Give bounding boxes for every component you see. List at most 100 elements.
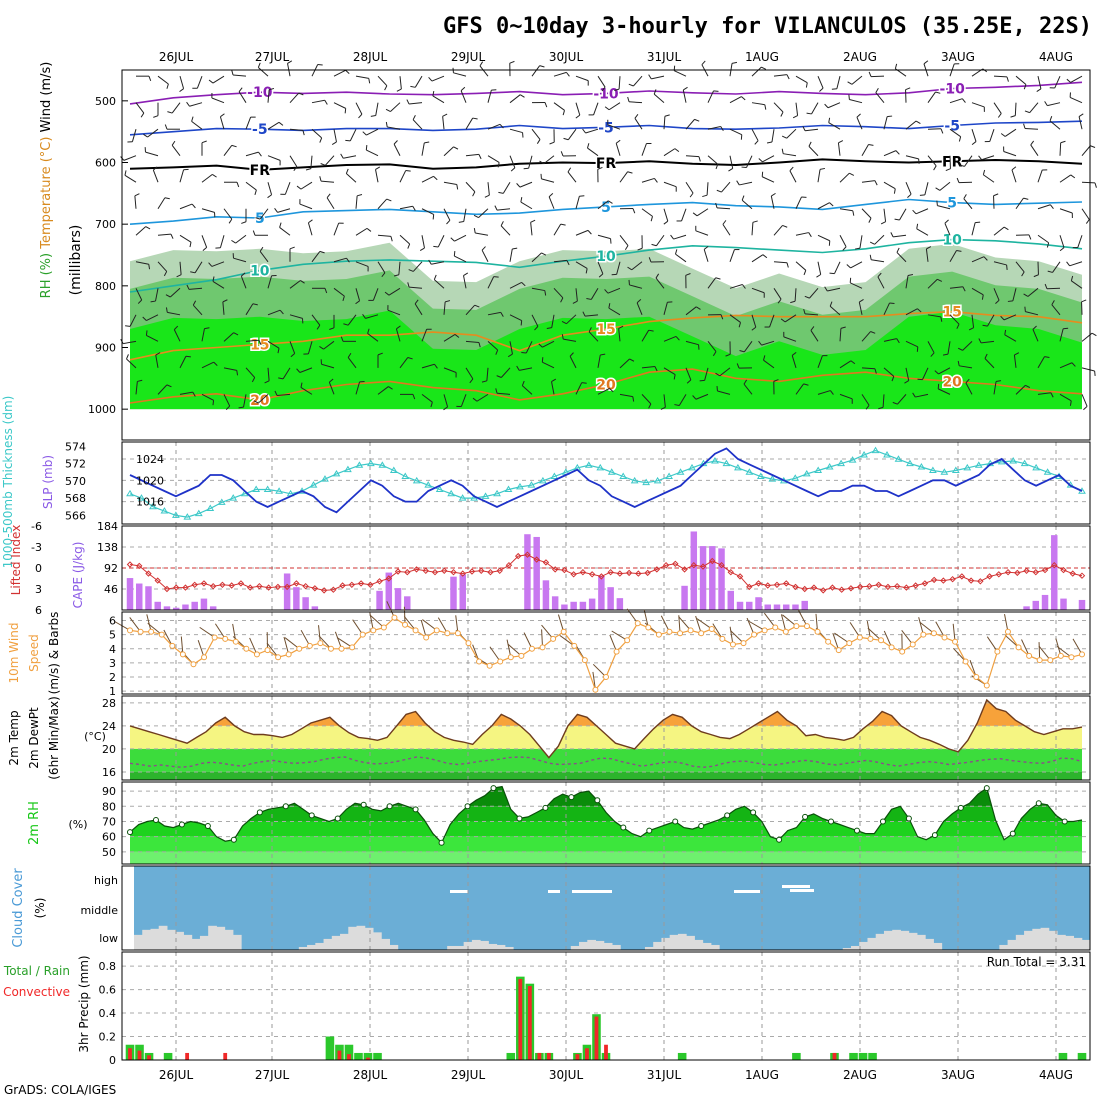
li-point [690,561,698,569]
wind-barb [882,394,885,408]
wind-barb [519,367,533,371]
wind-barb [509,281,522,289]
wind-barb [506,639,512,658]
wind-barb-flag [412,394,416,400]
wind-barb [924,182,929,195]
wind-point [592,686,599,693]
wind-barb [575,196,580,209]
wind-point [127,627,133,634]
wind-barb-flag [792,115,798,119]
precip-conv-bar [527,986,532,1060]
wind-barb [743,383,753,395]
axis-label-part: (%) [33,898,47,919]
wind-barb-flag [935,91,941,94]
wind-barb-flag [940,128,944,134]
wind-barb-flag [673,374,676,380]
wind-barb-flag [777,298,782,304]
wind-barb [938,388,951,395]
wind-barb [289,341,296,354]
wind-barb [949,128,961,138]
wind-barb-flag [575,114,581,119]
wind-point [909,641,916,648]
wind-barb-flag [806,112,812,115]
wind-barb-flag [220,113,225,118]
wind-barb-flag [386,198,392,202]
li-point [783,580,790,587]
wind-point [719,635,726,642]
wind-barb [399,357,409,369]
wind-barb [559,634,575,647]
wind-barb [355,381,361,395]
wind-point [486,662,493,669]
wind-point [1004,628,1011,635]
wind-barb [655,234,665,247]
thickness-point [837,459,846,467]
wind-barb-flag [961,98,966,103]
wind-barb [721,181,731,193]
wind-barb-flag [588,327,592,333]
wind-barb [399,234,410,245]
wind-barb [170,287,181,298]
wind-barb-flag [170,233,174,239]
cape-bar [163,606,171,610]
isotherm-label: FR [250,163,271,179]
wind-barb [877,276,885,289]
wind-barb-flag [1046,242,1050,248]
cape-bar [450,576,457,610]
wind-barb [465,367,474,380]
wind-barb [993,288,1000,301]
wind-barb-flag [764,104,767,110]
axis-label: CAPE (J/kg) [71,542,85,609]
wind-barb-flag [201,140,207,144]
li-point [173,584,180,591]
low-cloud-bar [480,940,489,950]
rh-point [750,809,757,816]
wind-barb [641,177,655,183]
li-point [681,566,688,573]
wind-barb [663,367,676,375]
wind-barb-flag [1014,352,1020,356]
wind-barb-flag [648,403,652,409]
wind-barb [311,128,322,139]
wind-barb [1081,145,1091,157]
isotherm-line [129,310,1083,361]
wind-barb [651,75,665,80]
wind-barb-flag [1059,247,1065,252]
li-point [311,585,319,592]
wind-barb [1003,314,1017,321]
precip-total-bar [506,1052,516,1060]
wind-barb-flag [859,299,864,303]
wind-barb-flag [940,316,943,322]
wind-barb [839,172,850,183]
wind-barb [443,334,456,342]
rh-point [698,823,705,830]
wind-barb [829,305,841,316]
wind-barb-flag [650,216,653,222]
wind-barb [355,261,369,267]
wind-barb [240,275,247,289]
wind-barb-flag [808,141,812,147]
wind-barb [575,229,589,236]
wind-barb-flag [189,242,192,248]
wind-barb [259,251,269,263]
wind-barb [696,618,713,630]
wind-barb [695,393,709,400]
li-point [357,580,365,587]
li-point [718,561,725,569]
cape-bar [1041,594,1049,610]
wind-point [402,621,409,628]
wind-barb-flag [636,299,642,304]
wind-barb-flag [192,391,196,397]
wind-barb-flag [978,155,983,161]
wind-barb-flag [804,295,810,299]
li-point [755,580,762,587]
thickness-point [917,463,926,470]
wind-barb [861,208,872,219]
isotherm-label: FR [942,154,963,170]
wind-barb-flag [956,250,962,252]
wind-barb-flag [891,376,895,382]
wind-barb [618,328,621,342]
li-point [431,568,439,576]
wind-point [793,623,800,630]
